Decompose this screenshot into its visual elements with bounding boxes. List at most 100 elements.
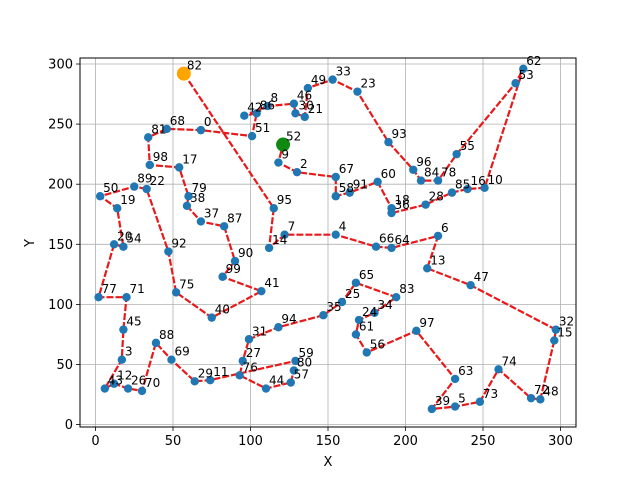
y-tick-label: 200	[48, 178, 73, 193]
data-point	[190, 377, 199, 386]
data-point	[109, 379, 119, 388]
point-label: 33	[336, 65, 351, 79]
point-label: 87	[227, 211, 242, 225]
point-label: 5	[458, 392, 466, 406]
point-label: 72	[534, 383, 549, 397]
point-label: 51	[255, 121, 270, 135]
point-label: 6	[441, 221, 449, 235]
data-point	[182, 201, 192, 211]
special-markers	[176, 66, 291, 152]
y-tick-label: 300	[48, 58, 73, 73]
point-label: 18	[395, 193, 410, 207]
point-label: 26	[131, 374, 146, 388]
data-point	[117, 355, 127, 364]
point-label: 53	[519, 68, 534, 82]
point-label: 57	[294, 368, 309, 382]
data-point	[184, 192, 193, 201]
point-label: 68	[170, 114, 185, 128]
data-point	[416, 176, 426, 185]
y-axis-label: Y	[23, 239, 38, 248]
data-point	[123, 384, 133, 393]
data-point	[206, 375, 215, 385]
point-label: 47	[474, 270, 489, 284]
data-point	[354, 315, 364, 325]
point-label: 91	[353, 178, 368, 192]
point-label: 70	[145, 376, 160, 390]
point-label: 14	[272, 233, 287, 247]
data-point	[371, 242, 381, 251]
point-label: 16	[471, 174, 486, 188]
data-point	[291, 109, 300, 118]
data-point	[536, 395, 545, 404]
point-label: 83	[399, 282, 414, 296]
point-label: 10	[488, 173, 503, 187]
data-point	[230, 256, 240, 266]
data-point	[257, 286, 266, 296]
point-label: 74	[502, 354, 517, 368]
data-point	[447, 188, 457, 197]
x-tick-label: 150	[316, 434, 341, 449]
data-point	[261, 384, 271, 393]
data-point	[373, 177, 382, 187]
point-label: 77	[102, 282, 117, 296]
point-label: 60	[381, 167, 396, 181]
data-point	[480, 183, 489, 193]
data-point	[286, 378, 295, 387]
data-point	[122, 292, 131, 302]
point-label: 0	[204, 115, 212, 129]
data-point	[433, 176, 443, 185]
data-point	[427, 404, 437, 414]
x-tick-label: 50	[165, 434, 182, 449]
point-label: 69	[174, 345, 189, 359]
data-point	[387, 243, 396, 253]
point-label: 44	[269, 374, 284, 388]
point-label: 49	[311, 73, 326, 87]
point-label: 64	[395, 233, 410, 247]
data-point	[109, 240, 119, 249]
data-point	[119, 242, 128, 251]
point-label: 62	[526, 54, 541, 68]
point-label: 40	[215, 303, 230, 317]
point-label: 2	[300, 157, 308, 171]
x-axis-label: X	[324, 455, 333, 470]
point-label: 29	[198, 366, 213, 380]
data-point	[351, 278, 361, 287]
data-point	[337, 297, 347, 307]
data-point	[238, 356, 247, 366]
x-tick-label: 300	[548, 434, 573, 449]
point-label: 39	[435, 394, 450, 408]
point-label: 17	[182, 152, 197, 166]
x-tick-label: 0	[91, 434, 99, 449]
point-label: 55	[460, 139, 475, 153]
point-label: 99	[226, 262, 241, 276]
data-point	[370, 308, 379, 318]
data-point	[145, 160, 154, 170]
start-marker	[176, 66, 191, 81]
data-point	[162, 124, 171, 134]
point-label: 7	[288, 220, 296, 234]
data-point	[113, 204, 122, 213]
route-line	[97, 67, 557, 411]
data-point	[94, 292, 103, 302]
data-point	[252, 109, 261, 118]
point-label: 46	[297, 89, 312, 103]
x-axis-ticks: 0 50 100 150 200 250 300	[91, 427, 573, 449]
point-label: 67	[339, 162, 354, 176]
data-point	[423, 264, 432, 273]
y-tick-label: 100	[48, 298, 73, 313]
point-label: 21	[308, 102, 323, 116]
point-label: 41	[264, 276, 279, 290]
point-label: 89	[137, 172, 152, 186]
point-label: 71	[130, 282, 145, 296]
x-tick-label: 100	[238, 434, 263, 449]
y-tick-label: 150	[48, 238, 73, 253]
point-label: 19	[120, 193, 135, 207]
point-label: 92	[171, 237, 186, 251]
y-axis-ticks: 0 50 100 150 200 250 300	[48, 58, 80, 433]
point-label: 86	[260, 98, 275, 112]
data-point	[353, 87, 362, 96]
data-point	[244, 335, 254, 344]
point-label: 12	[117, 369, 132, 383]
data-point	[291, 356, 300, 366]
data-point	[463, 184, 472, 194]
